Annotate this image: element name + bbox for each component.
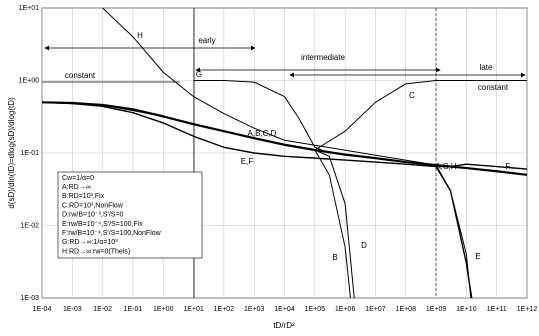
x-tick-label: 1E+10 [456, 306, 477, 313]
x-tick-label: 1E+06 [335, 306, 356, 313]
x-tick-label: 1E-04 [33, 306, 52, 313]
x-tick-label: 1E+01 [183, 306, 204, 313]
legend-entry: H:RD→∞:rw=0(Theis) [62, 248, 130, 255]
curve [436, 163, 527, 170]
annotation: A,C,H [435, 162, 457, 171]
x-tick-label: 1E+11 [487, 306, 507, 313]
x-tick-label: 1E+05 [305, 306, 326, 313]
legend-box [57, 171, 203, 259]
legend-entry: B:RD=10³,Fix [62, 193, 105, 200]
annotation: intermediate [301, 53, 346, 62]
annotation: E,F [241, 157, 254, 166]
x-tick-label: 1E+12 [517, 306, 538, 313]
annotation: constant [478, 83, 509, 92]
legend-entry: E:rw/B=10⁻⁴,S'/S=100,Fix [62, 221, 143, 228]
curve [193, 80, 330, 154]
x-tick-label: 1E+02 [214, 306, 235, 313]
y-axis-label: d(sD)/dln(tD)=dlog(sD)/dlog(tD) [7, 97, 16, 209]
annotation: E [475, 252, 480, 261]
legend-entry: Cw=1/α=0 [62, 175, 94, 182]
legend-entry: A:RD→∞ [62, 184, 91, 191]
curve [314, 149, 355, 298]
annotation: A,B,C,D [248, 129, 277, 138]
annotation: constant [65, 71, 96, 80]
x-tick-label: 1E-03 [63, 306, 82, 313]
legend-entry: C:RD=10³,NonFlow [62, 202, 124, 209]
legend-entry: G:RD→∞:1/α=10³ [62, 239, 118, 246]
y-tick-label: 1E+01 [19, 5, 40, 12]
x-axis-label: tD/rD² [273, 321, 295, 330]
annotation: B [332, 253, 337, 262]
x-tick-label: 1E-01 [124, 306, 143, 313]
x-tick-label: 1E+08 [396, 306, 417, 313]
x-tick-label: 1E+07 [365, 306, 386, 313]
x-tick-label: 1E+03 [244, 306, 265, 313]
curve [102, 8, 472, 298]
annotation: early [198, 36, 215, 45]
y-tick-label: 1E-02 [20, 222, 39, 229]
annotation: late [480, 63, 493, 72]
x-tick-label: 1E+04 [274, 306, 295, 313]
annotation: H [137, 31, 143, 40]
y-tick-label: 1E-03 [20, 295, 39, 302]
x-tick-label: 1E+00 [153, 306, 174, 313]
legend-entry: F:rw/B=10⁻⁴,S'/S=100,NonFlow [62, 230, 162, 237]
annotation: G [196, 70, 202, 79]
x-tick-label: 1E+09 [426, 306, 447, 313]
x-tick-label: 1E-02 [93, 306, 112, 313]
annotation: D [361, 241, 367, 250]
legend-entry: D:rw/B=10⁻³,S'/S=0 [62, 212, 124, 219]
annotation: C [409, 91, 415, 100]
y-tick-label: 1E+00 [19, 77, 40, 84]
y-tick-label: 1E-01 [20, 150, 39, 157]
annotation: F [506, 162, 511, 171]
